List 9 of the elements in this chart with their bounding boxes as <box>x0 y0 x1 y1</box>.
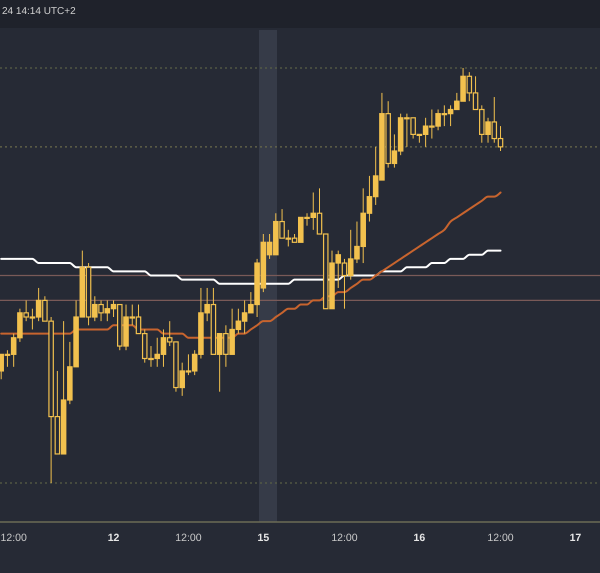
x-tick-label: 15 <box>257 532 270 544</box>
x-tick-label: 12 <box>108 532 120 544</box>
x-tick-label: 12:00 <box>0 532 27 544</box>
x-tick-label: 12:00 <box>487 532 514 544</box>
x-tick-label: 12:00 <box>331 532 358 544</box>
text: 24 14:14 UTC+2 <box>2 6 76 17</box>
x-tick-label: 17 <box>570 532 582 544</box>
x-tick-label: 12:00 <box>175 532 202 544</box>
x-tick-label: 16 <box>414 532 426 544</box>
